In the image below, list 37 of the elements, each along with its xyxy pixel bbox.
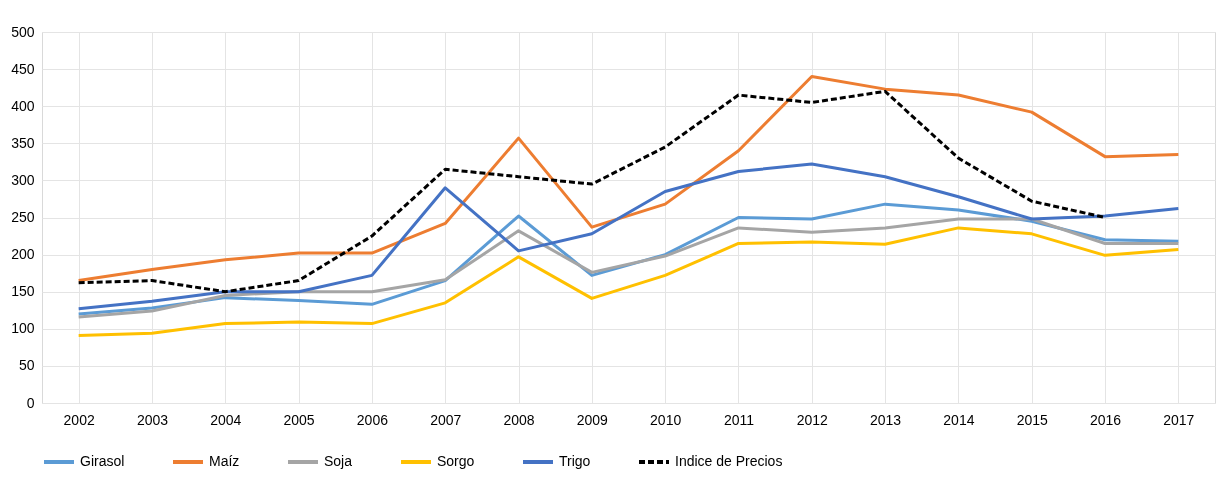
line-series bbox=[77, 217, 1180, 319]
y-tick-label: 300 bbox=[11, 171, 35, 188]
line-series bbox=[77, 75, 1180, 283]
x-tick-label: 2011 bbox=[723, 411, 755, 428]
y-tick-label: 50 bbox=[18, 357, 35, 374]
x-tick-label: 2002 bbox=[63, 411, 95, 428]
y-tick-label: 400 bbox=[11, 97, 35, 114]
x-tick-label: 2009 bbox=[576, 411, 609, 428]
x-tick-label: 2003 bbox=[136, 411, 169, 428]
y-tick-label: 500 bbox=[11, 23, 35, 40]
x-tick-label: 2016 bbox=[1089, 411, 1122, 428]
y-tick-label: 150 bbox=[11, 283, 35, 300]
x-tick-label: 2007 bbox=[430, 411, 462, 428]
x-tick-label: 2015 bbox=[1016, 411, 1048, 428]
x-tick-label: 2006 bbox=[356, 411, 389, 428]
x-tick-label: 2005 bbox=[283, 411, 315, 428]
legend-label: Sorgo bbox=[437, 453, 475, 469]
x-tick-label: 2017 bbox=[1163, 411, 1195, 428]
x-tick-label: 2014 bbox=[943, 411, 975, 428]
line-series bbox=[77, 162, 1180, 311]
legend-label: Maíz bbox=[209, 453, 240, 469]
x-tick-label: 2010 bbox=[650, 411, 682, 428]
x-tick-label: 2004 bbox=[210, 411, 242, 428]
y-tick-label: 250 bbox=[11, 209, 35, 225]
x-tick-label: 2012 bbox=[796, 411, 829, 428]
line-series bbox=[77, 226, 1180, 337]
legend-label: Trigo bbox=[559, 453, 591, 469]
legend-label: Girasol bbox=[80, 453, 125, 469]
y-tick-label: 350 bbox=[11, 134, 35, 151]
y-tick-label: 100 bbox=[11, 320, 35, 337]
y-tick-label: 0 bbox=[26, 394, 35, 411]
x-tick-label: 2008 bbox=[503, 411, 535, 428]
x-tick-label: 2013 bbox=[870, 411, 902, 428]
legend-label: Indice de Precios bbox=[675, 453, 783, 469]
y-tick-label: 200 bbox=[11, 246, 35, 263]
legend-label: Soja bbox=[324, 453, 353, 469]
y-tick-label: 450 bbox=[11, 60, 35, 77]
